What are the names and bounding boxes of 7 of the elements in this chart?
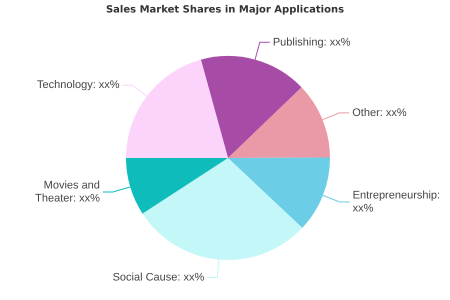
slice-label: Technology: xx% <box>37 79 120 92</box>
slice-label: Social Cause: xx% <box>112 272 204 284</box>
slice-label: Entrepreneurship: xx% <box>352 190 440 215</box>
slice-label: Publishing: xx% <box>272 36 351 48</box>
slice-label: Movies and Theater: xx% <box>35 180 100 205</box>
slice-label: Other: xx% <box>352 106 407 119</box>
chart-title: Sales Market Shares in Major Applications <box>106 4 344 16</box>
